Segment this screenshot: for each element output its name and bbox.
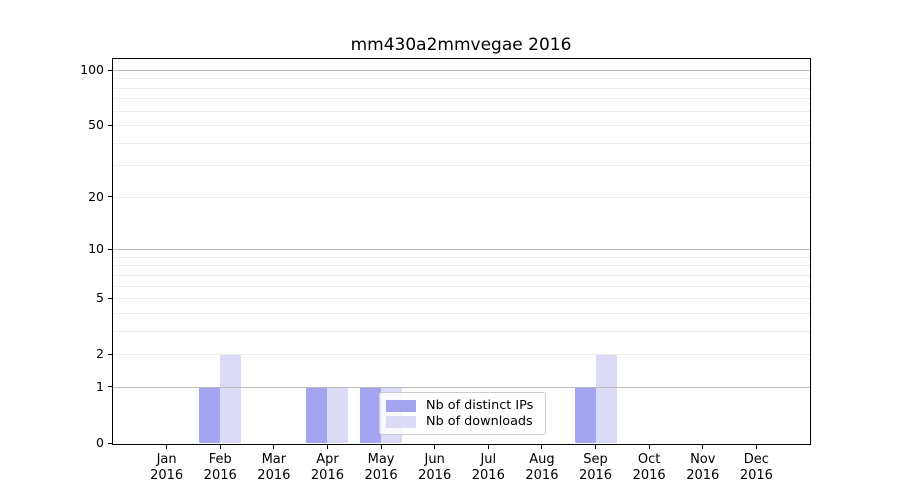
x-tick-mark: [166, 445, 168, 449]
x-tick-mark: [755, 445, 757, 449]
x-tick-year: 2016: [150, 467, 184, 483]
x-tick-label: Jan 2016: [139, 452, 195, 483]
x-tick-label: Mar 2016: [246, 452, 302, 483]
x-tick-mark: [595, 445, 597, 449]
x-tick-label: Apr 2016: [299, 452, 355, 483]
x-tick-year: 2016: [739, 467, 773, 483]
bar-downloads: [595, 354, 617, 443]
y-tick-label: 100: [80, 62, 104, 77]
y-tick-mark: [108, 69, 112, 71]
x-tick-label: Oct 2016: [621, 452, 677, 483]
gridline-minor: [113, 142, 810, 144]
gridline-minor: [113, 354, 810, 356]
x-tick-month: Nov: [690, 452, 716, 467]
x-tick-label: May 2016: [353, 452, 409, 483]
x-tick-month: Mar: [261, 452, 287, 467]
x-tick-month: Apr: [316, 452, 339, 467]
bar-distinct-ips: [306, 386, 328, 443]
x-tick-mark: [702, 445, 704, 449]
y-tick-label: 2: [96, 346, 104, 362]
bar-downloads: [327, 386, 349, 443]
x-tick-mark: [487, 445, 489, 449]
y-tick-label: 20: [88, 188, 104, 204]
x-tick-month: Sep: [583, 452, 608, 467]
gridline-minor: [113, 110, 810, 112]
x-tick-label: Dec 2016: [728, 452, 784, 483]
gridline-minor: [113, 330, 810, 332]
bar-downloads: [220, 354, 242, 443]
gridline-major: [113, 386, 810, 388]
x-tick-month: Feb: [208, 452, 232, 467]
x-tick-label: Jun 2016: [407, 452, 463, 483]
gridline-major: [113, 249, 810, 251]
y-tick-mark: [108, 124, 112, 126]
bar-distinct-ips: [199, 386, 221, 443]
x-tick-mark: [434, 445, 436, 449]
y-tick-mark: [108, 386, 112, 388]
bar-distinct-ips: [360, 386, 382, 443]
gridline-minor: [113, 265, 810, 267]
legend-label-downloads: Nb of downloads: [426, 414, 533, 429]
x-tick-label: Sep 2016: [568, 452, 624, 483]
gridline-minor: [113, 256, 810, 258]
y-tick-label: 0: [96, 435, 104, 450]
x-tick-mark: [648, 445, 650, 449]
gridline-minor: [113, 87, 810, 89]
x-tick-month: Dec: [743, 452, 769, 467]
legend-label-distinct-ips: Nb of distinct IPs: [426, 398, 534, 413]
x-tick-month: Jun: [424, 452, 445, 467]
x-tick-label: Jul 2016: [460, 452, 516, 483]
y-tick-mark: [108, 196, 112, 198]
y-tick-label: 10: [88, 241, 104, 257]
x-tick-label: Feb 2016: [192, 452, 248, 483]
y-tick-label: 50: [88, 117, 104, 133]
x-tick-mark: [380, 445, 382, 449]
y-tick-label: 1: [96, 378, 104, 394]
gridline-minor: [113, 98, 810, 100]
gridline-minor: [113, 165, 810, 167]
gridline-minor: [113, 285, 810, 287]
x-tick-year: 2016: [257, 467, 291, 483]
x-tick-year: 2016: [418, 467, 452, 483]
x-tick-year: 2016: [471, 467, 505, 483]
y-tick-mark: [108, 442, 112, 444]
x-tick-year: 2016: [686, 467, 720, 483]
x-tick-month: May: [367, 452, 395, 467]
x-tick-month: Oct: [637, 452, 661, 467]
legend: Nb of distinct IPs Nb of downloads: [379, 392, 546, 435]
x-tick-year: 2016: [310, 467, 344, 483]
gridline-minor: [113, 78, 810, 80]
gridline-minor: [113, 312, 810, 314]
gridline-minor: [113, 196, 810, 198]
bar-distinct-ips: [574, 386, 596, 443]
legend-swatch-downloads: [386, 415, 416, 428]
x-tick-year: 2016: [578, 467, 613, 483]
x-tick-mark: [326, 445, 328, 449]
x-tick-year: 2016: [632, 467, 666, 483]
x-tick-mark: [273, 445, 275, 449]
x-tick-year: 2016: [525, 467, 559, 483]
x-tick-label: Aug 2016: [514, 452, 570, 483]
x-tick-mark: [541, 445, 543, 449]
y-tick-label: 5: [96, 290, 104, 306]
x-tick-month: Jul: [480, 452, 497, 467]
legend-item-distinct-ips: Nb of distinct IPs: [386, 398, 539, 413]
x-tick-label: Nov 2016: [675, 452, 731, 483]
chart-title: mm430a2mmvegae 2016: [350, 35, 572, 55]
y-tick-mark: [108, 297, 112, 299]
x-tick-month: Aug: [529, 452, 555, 467]
x-tick-year: 2016: [203, 467, 237, 483]
legend-swatch-distinct-ips: [386, 399, 416, 412]
gridline-major: [113, 70, 810, 71]
gridline-minor: [113, 274, 810, 276]
y-tick-mark: [108, 353, 112, 355]
gridline-minor: [113, 298, 810, 300]
y-tick-mark: [108, 248, 112, 250]
x-tick-mark: [219, 445, 221, 449]
legend-item-downloads: Nb of downloads: [386, 414, 539, 429]
x-tick-month: Jan: [156, 452, 177, 467]
x-tick-year: 2016: [364, 467, 398, 483]
gridline-minor: [113, 125, 810, 127]
